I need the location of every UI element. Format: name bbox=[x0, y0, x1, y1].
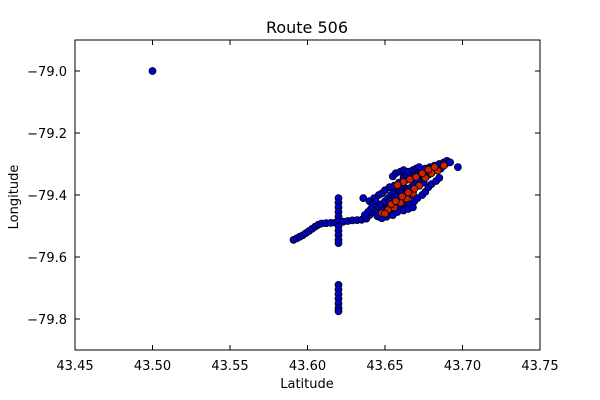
scatter-point bbox=[360, 211, 369, 220]
y-tick-label: −79.6 bbox=[27, 251, 67, 266]
plot-points bbox=[148, 67, 462, 316]
scatter-point bbox=[408, 203, 417, 212]
x-tick-label: 43.75 bbox=[521, 359, 558, 374]
scatter-point bbox=[453, 163, 462, 172]
y-tick-label: −79.0 bbox=[27, 65, 67, 80]
scatter-point-red bbox=[430, 163, 439, 172]
scatter-point-red bbox=[391, 197, 400, 206]
x-axis: 43.45 43.50 43.55 43.60 43.65 43.70 43.75 bbox=[56, 40, 559, 374]
x-tick-label: 43.45 bbox=[56, 359, 93, 374]
y-tick-label: −79.2 bbox=[27, 127, 67, 142]
scatter-point-red bbox=[418, 169, 427, 178]
scatter-point bbox=[359, 194, 368, 203]
scatter-point-red bbox=[410, 184, 419, 193]
x-tick-label: 43.60 bbox=[289, 359, 326, 374]
y-tick-label: −79.8 bbox=[27, 313, 67, 328]
scatter-point-red bbox=[404, 188, 413, 197]
x-tick-label: 43.70 bbox=[444, 359, 481, 374]
scatter-point bbox=[446, 158, 455, 167]
scatter-point bbox=[415, 163, 424, 172]
y-axis: −79.0 −79.2 −79.4 −79.6 −79.8 bbox=[27, 65, 540, 328]
scatter-point-red bbox=[381, 209, 389, 218]
x-axis-label: Latitude bbox=[280, 377, 334, 392]
scatter-point-red bbox=[398, 192, 407, 201]
x-tick-label: 43.65 bbox=[366, 359, 403, 374]
scatter-point bbox=[148, 67, 157, 75]
scatter-point bbox=[334, 239, 343, 248]
scatter-point-red bbox=[393, 181, 402, 190]
y-axis-label: Longitude bbox=[7, 165, 22, 230]
chart-title: Route 506 bbox=[266, 18, 348, 37]
scatter-point-red bbox=[439, 161, 448, 170]
scatter-point bbox=[334, 307, 343, 316]
y-tick-label: −79.4 bbox=[27, 189, 67, 204]
scatter-point bbox=[435, 173, 444, 182]
x-tick-label: 43.55 bbox=[211, 359, 248, 374]
scatter-point-red bbox=[412, 173, 420, 181]
x-tick-label: 43.50 bbox=[134, 359, 171, 374]
